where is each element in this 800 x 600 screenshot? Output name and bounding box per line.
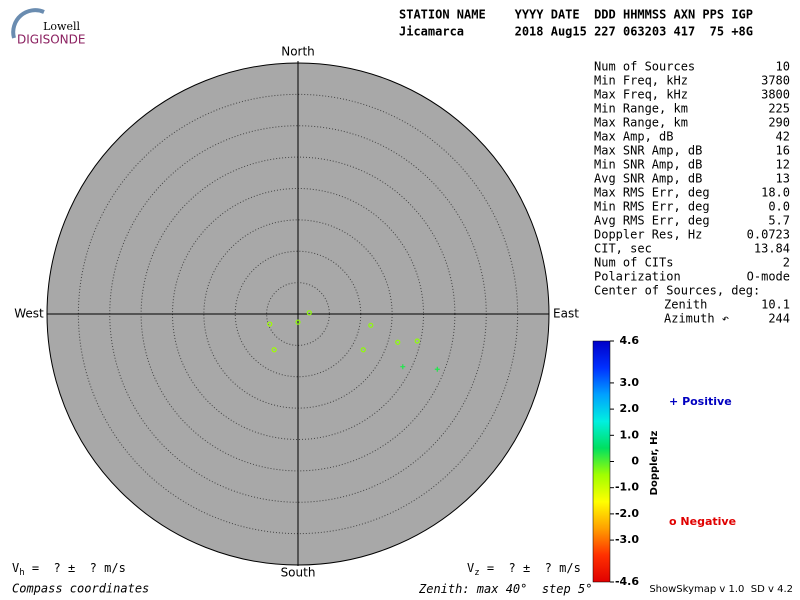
colorbar-tick-label: 1.0 bbox=[620, 428, 640, 441]
stat-value: 0.0723 bbox=[747, 228, 790, 242]
coords-text: Compass coordinates bbox=[12, 582, 149, 596]
stat-value: 18.0 bbox=[761, 186, 790, 200]
stat-value: 225 bbox=[768, 102, 790, 116]
logo-bottom: DIGISONDE bbox=[17, 33, 85, 47]
colorbar-tick-label: -4.6 bbox=[615, 575, 639, 588]
header-line: Jicamarca 2018 Aug15 227 063203 417 75 +… bbox=[399, 25, 753, 39]
stat-label: Azimuth ↶ bbox=[664, 312, 729, 326]
stat-label: Max Range, km bbox=[594, 116, 688, 130]
stat-value: 16 bbox=[776, 144, 790, 158]
source-negative bbox=[360, 347, 366, 353]
vz-text: Vz = ? ± ? m/s bbox=[467, 561, 581, 578]
colorbar-tick-label: 3.0 bbox=[620, 376, 640, 389]
stat-label: Avg SNR Amp, dB bbox=[594, 172, 702, 186]
colorbar-label: Doppler, Hz bbox=[649, 431, 660, 496]
colorbar-tick-label: 0 bbox=[631, 455, 639, 468]
colorbar-tick-label: -2.0 bbox=[615, 507, 639, 520]
stat-label: Min SNR Amp, dB bbox=[594, 158, 702, 172]
stat-label: Max SNR Amp, dB bbox=[594, 144, 702, 158]
stat-value: 3780 bbox=[761, 74, 790, 88]
zenith-text: Zenith: max 40° step 5° bbox=[418, 582, 592, 596]
center-title: Center of Sources, deg: bbox=[594, 284, 760, 298]
stat-value: 42 bbox=[776, 130, 790, 144]
logo-swoosh bbox=[11, 8, 45, 39]
stat-value: 5.7 bbox=[768, 214, 790, 228]
colorbar bbox=[592, 340, 611, 583]
vh-text: Vh = ? ± ? m/s bbox=[12, 561, 126, 578]
stat-value: 10.1 bbox=[761, 298, 790, 312]
source-negative bbox=[368, 322, 374, 328]
stat-value: 12 bbox=[776, 158, 790, 172]
compass-label: South bbox=[281, 566, 316, 580]
legend-negative: o Negative bbox=[669, 515, 736, 528]
source-negative bbox=[271, 347, 277, 353]
stat-label: Min Freq, kHz bbox=[594, 74, 688, 88]
stat-value: 0.0 bbox=[768, 200, 790, 214]
source-negative bbox=[267, 321, 273, 327]
compass-label: West bbox=[14, 307, 44, 321]
stat-value: O-mode bbox=[747, 270, 790, 284]
stat-label: Max RMS Err, deg bbox=[594, 186, 710, 200]
colorbar-tick-label: 2.0 bbox=[620, 402, 640, 415]
stat-label: Num of CITs bbox=[594, 256, 673, 270]
source-positive bbox=[434, 366, 440, 372]
stat-value: 10 bbox=[776, 60, 790, 74]
header-line: STATION NAME YYYY DATE DDD HHMMSS AXN PP… bbox=[399, 8, 753, 22]
stat-label: Polarization bbox=[594, 270, 681, 284]
stat-label: Avg RMS Err, deg bbox=[594, 214, 710, 228]
source-positive bbox=[400, 364, 406, 370]
compass-label: North bbox=[281, 45, 315, 59]
stat-label: Zenith bbox=[664, 298, 707, 312]
logo-top: Lowell bbox=[43, 20, 80, 33]
stat-label: Num of Sources bbox=[594, 60, 695, 74]
stat-label: Max Amp, dB bbox=[594, 130, 673, 144]
stat-value: 3800 bbox=[761, 88, 790, 102]
compass-label: East bbox=[553, 307, 579, 321]
legend-positive: + Positive bbox=[669, 395, 732, 408]
stat-value: 13 bbox=[776, 172, 790, 186]
source-negative bbox=[295, 319, 301, 325]
stat-value: 244 bbox=[768, 312, 790, 326]
source-negative bbox=[395, 339, 401, 345]
source-negative bbox=[306, 310, 312, 316]
stat-label: Min RMS Err, deg bbox=[594, 200, 710, 214]
colorbar-tick-label: -1.0 bbox=[615, 481, 639, 494]
stat-value: 2 bbox=[783, 256, 790, 270]
stat-label: Max Freq, kHz bbox=[594, 88, 688, 102]
stat-value: 13.84 bbox=[754, 242, 790, 256]
stat-label: CIT, sec bbox=[594, 242, 652, 256]
colorbar-tick-label: 4.6 bbox=[620, 334, 640, 347]
colorbar-tick-label: -3.0 bbox=[615, 533, 639, 546]
version-text: ShowSkymap v 1.0 SD v 4.2 bbox=[649, 584, 793, 595]
stat-label: Min Range, km bbox=[594, 102, 688, 116]
stat-value: 290 bbox=[768, 116, 790, 130]
stat-label: Doppler Res, Hz bbox=[594, 228, 702, 242]
source-negative bbox=[414, 338, 420, 344]
